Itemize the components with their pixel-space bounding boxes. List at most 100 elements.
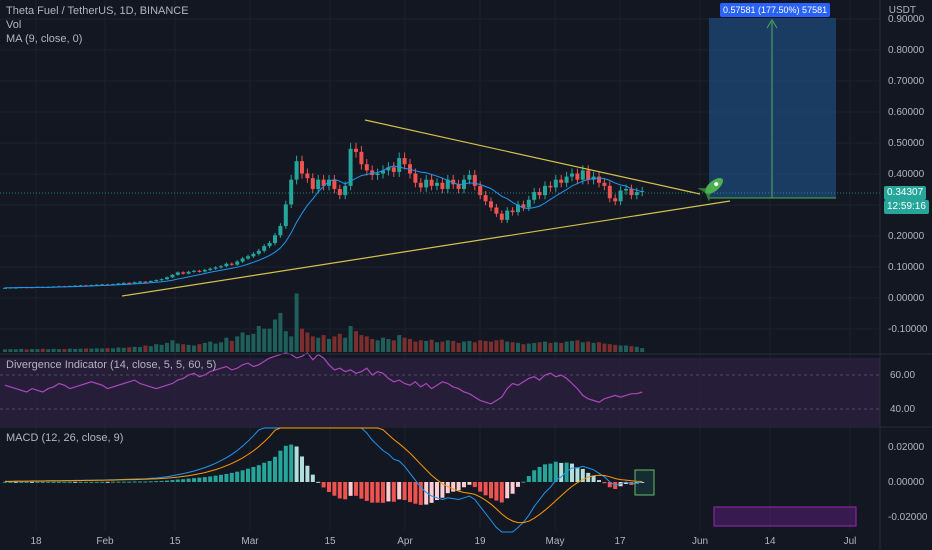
candle-body[interactable]	[283, 204, 288, 227]
candle-body[interactable]	[489, 201, 493, 208]
candle-body[interactable]	[192, 270, 196, 272]
candle-body[interactable]	[532, 192, 537, 200]
macd-highlight-box[interactable]	[634, 469, 655, 496]
candle-body[interactable]	[445, 179, 450, 189]
candle-body[interactable]	[159, 279, 164, 281]
candle-body[interactable]	[629, 188, 634, 196]
candle-body[interactable]	[213, 267, 218, 269]
candle-body[interactable]	[348, 148, 353, 186]
candle-body[interactable]	[246, 256, 250, 259]
candle-body[interactable]	[548, 185, 553, 188]
candle-body[interactable]	[370, 170, 375, 176]
candle-body[interactable]	[364, 164, 369, 171]
candle-body[interactable]	[148, 281, 153, 283]
candle-body[interactable]	[100, 284, 105, 286]
candle-body[interactable]	[359, 151, 364, 165]
candle-body[interactable]	[127, 282, 132, 284]
candle-body[interactable]	[553, 179, 558, 188]
candle-body[interactable]	[575, 173, 580, 180]
candle-body[interactable]	[456, 184, 461, 189]
candle-body[interactable]	[229, 263, 234, 265]
candle-body[interactable]	[181, 272, 186, 274]
candle-body[interactable]	[586, 170, 591, 180]
candle-body[interactable]	[165, 277, 169, 280]
candle-body[interactable]	[256, 250, 261, 254]
candle-body[interactable]	[381, 170, 385, 174]
candle-body[interactable]	[499, 213, 504, 220]
candle-body[interactable]	[494, 207, 499, 214]
candle-body[interactable]	[483, 195, 488, 202]
candle-body[interactable]	[310, 178, 315, 189]
candle-body[interactable]	[408, 164, 412, 174]
candle-body[interactable]	[478, 185, 483, 196]
candle-body[interactable]	[526, 199, 531, 208]
candle-body[interactable]	[235, 261, 240, 265]
candle-body[interactable]	[375, 173, 380, 176]
candle-body[interactable]	[240, 258, 245, 262]
candle-body[interactable]	[516, 204, 520, 213]
candle-body[interactable]	[435, 182, 439, 186]
candle-body[interactable]	[424, 179, 429, 188]
candle-body[interactable]	[332, 179, 337, 189]
candle-body[interactable]	[467, 175, 472, 180]
candle-body[interactable]	[521, 204, 526, 208]
candle-body[interactable]	[559, 179, 564, 183]
candle-body[interactable]	[613, 198, 618, 202]
candle-body[interactable]	[224, 263, 229, 267]
candle-body[interactable]	[602, 182, 607, 186]
candle-body[interactable]	[278, 226, 283, 236]
macd-purple-box[interactable]	[713, 506, 857, 527]
candle-body[interactable]	[597, 176, 601, 183]
candle-body[interactable]	[138, 281, 142, 283]
candle-body[interactable]	[624, 188, 628, 191]
symbol-title[interactable]: Theta Fuel / TetherUS, 1D, BINANCE	[6, 5, 189, 17]
candle-body[interactable]	[580, 170, 585, 180]
candle-body[interactable]	[170, 274, 175, 278]
candle-body[interactable]	[294, 161, 299, 180]
candle-body[interactable]	[607, 185, 612, 199]
candle-body[interactable]	[3, 287, 7, 289]
candle-body[interactable]	[429, 179, 434, 186]
candle-body[interactable]	[327, 179, 331, 186]
candle-body[interactable]	[132, 282, 137, 284]
candle-body[interactable]	[251, 253, 256, 257]
candle-body[interactable]	[219, 266, 223, 268]
candle-body[interactable]	[564, 176, 569, 183]
candle-body[interactable]	[451, 179, 456, 185]
vol-label[interactable]: Vol	[6, 19, 22, 31]
candle-body[interactable]	[391, 167, 396, 172]
candle-body[interactable]	[175, 272, 180, 275]
candle-body[interactable]	[418, 182, 423, 188]
candle-body[interactable]	[343, 185, 348, 196]
divergence-legend[interactable]: Divergence Indicator (14, close, 5, 5, 6…	[6, 358, 216, 372]
candle-body[interactable]	[305, 173, 310, 179]
candle-body[interactable]	[402, 158, 407, 165]
upper-trendline[interactable]	[364, 119, 701, 195]
candle-body[interactable]	[472, 175, 477, 186]
candle-body[interactable]	[300, 161, 304, 174]
currency-label[interactable]: USDT	[888, 5, 916, 16]
candle-body[interactable]	[397, 158, 402, 172]
candle-body[interactable]	[94, 284, 99, 286]
candle-body[interactable]	[289, 179, 294, 205]
candle-body[interactable]	[413, 173, 418, 183]
candle-body[interactable]	[267, 243, 272, 247]
lower-trendline[interactable]	[121, 200, 731, 297]
candle-body[interactable]	[543, 185, 547, 196]
candle-body[interactable]	[121, 282, 126, 284]
candle-body[interactable]	[78, 285, 83, 287]
candle-body[interactable]	[618, 190, 623, 202]
candle-body[interactable]	[116, 283, 121, 285]
candle-body[interactable]	[202, 269, 207, 272]
candle-body[interactable]	[316, 179, 321, 189]
candle-body[interactable]	[197, 270, 202, 272]
candle-body[interactable]	[354, 148, 358, 152]
candle-body[interactable]	[321, 179, 326, 186]
ma-label[interactable]: MA (9, close, 0)	[6, 33, 83, 45]
candle-body[interactable]	[337, 188, 342, 196]
candle-body[interactable]	[143, 281, 148, 283]
macd-legend[interactable]: MACD (12, 26, close, 9)	[6, 431, 123, 445]
candle-body[interactable]	[570, 173, 574, 177]
candle-body[interactable]	[154, 280, 159, 282]
